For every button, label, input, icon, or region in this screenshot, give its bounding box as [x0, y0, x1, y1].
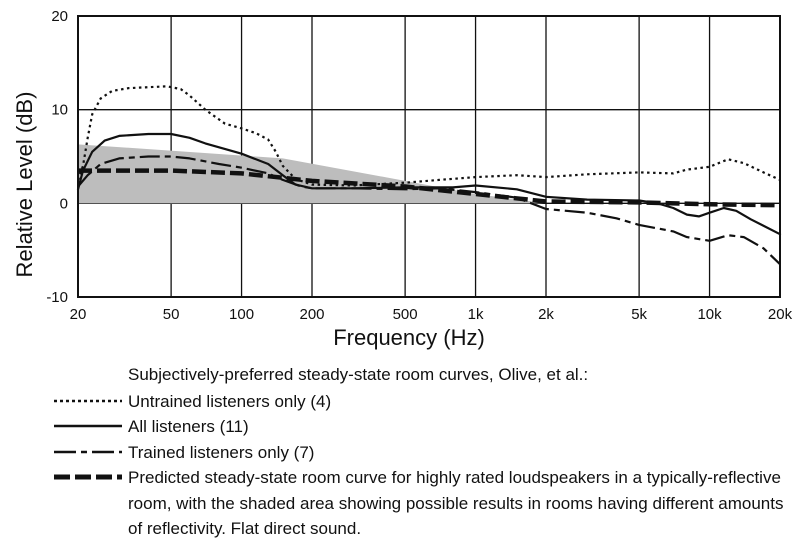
- x-axis-title: Frequency (Hz): [333, 325, 485, 350]
- x-tick-label: 5k: [631, 306, 647, 323]
- y-axis-title: Relative Level (dB): [12, 92, 37, 278]
- x-tick-label: 100: [229, 306, 254, 323]
- legend-swatch-dotted: [54, 399, 122, 402]
- legend-swatch-solid: [54, 424, 122, 428]
- series-line-solid: [76, 132, 782, 236]
- tick-labels: 20 50 100 200 500 1k 2k 5k 10k 20k -10 0 10 20: [46, 8, 792, 323]
- x-tick-label: 20: [70, 306, 87, 323]
- legend-label-trained: Trained listeners only (7): [128, 442, 315, 462]
- series-line-heavy-dash: [78, 168, 781, 208]
- y-tick-label: 20: [51, 8, 68, 25]
- x-tick-label: 50: [163, 306, 180, 323]
- series-line-long-dash: [77, 155, 781, 265]
- legend-item-trained: Trained listeners only (7): [52, 440, 792, 466]
- legend-label-predicted: Predicted steady-state room curve for hi…: [128, 468, 784, 538]
- x-tick-label: 500: [393, 306, 418, 323]
- legend: Subjectively-preferred steady-state room…: [52, 362, 792, 542]
- x-tick-label: 2k: [538, 306, 554, 323]
- legend-item-untrained: Untrained listeners only (4): [52, 389, 792, 415]
- legend-item-all: All listeners (11): [52, 414, 792, 440]
- series-line-dotted: [76, 85, 781, 187]
- y-tick-label: -10: [46, 289, 68, 306]
- x-tick-label: 10k: [697, 306, 722, 323]
- legend-swatch-long-dash: [54, 450, 122, 453]
- legend-label-untrained: Untrained listeners only (4): [128, 391, 332, 411]
- y-tick-label: 10: [51, 102, 68, 119]
- legend-item-predicted: Predicted steady-state room curve for hi…: [52, 465, 792, 542]
- series-layer: [76, 85, 782, 265]
- x-tick-label: 1k: [468, 306, 484, 323]
- x-tick-label: 200: [299, 306, 324, 323]
- legend-heading: Subjectively-preferred steady-state room…: [128, 365, 589, 384]
- legend-swatch-heavy-dash: [54, 474, 122, 480]
- room-curve-chart: 20 50 100 200 500 1k 2k 5k 10k 20k -10 0 10 20 Freque…: [12, 8, 793, 350]
- x-tick-label: 20k: [768, 306, 793, 323]
- legend-label-all: All listeners (11): [128, 417, 249, 436]
- y-tick-label: 0: [60, 195, 68, 212]
- plot-frame: [77, 15, 781, 298]
